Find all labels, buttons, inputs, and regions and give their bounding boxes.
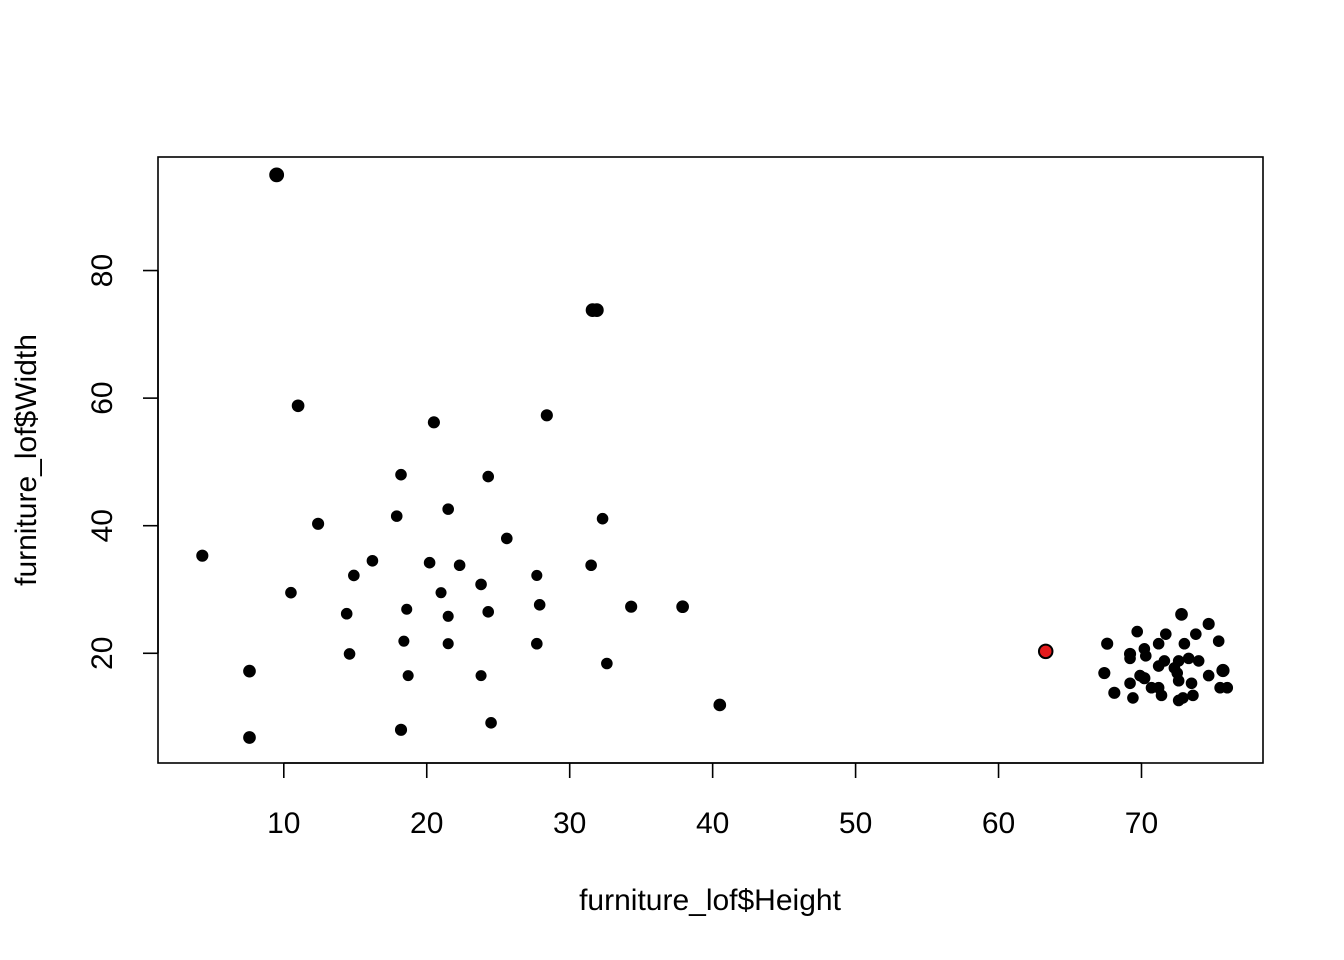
- y-tick-label: 60: [86, 381, 119, 414]
- data-point: [395, 468, 407, 481]
- y-tick-label: 20: [86, 637, 119, 670]
- highlighted-point: [1037, 643, 1054, 660]
- data-point: [442, 638, 454, 650]
- x-tick-label: 30: [553, 807, 586, 840]
- data-point: [585, 559, 597, 572]
- data-point: [1178, 637, 1191, 650]
- data-point: [269, 167, 285, 183]
- data-point: [423, 556, 436, 569]
- data-point: [312, 517, 325, 530]
- data-point: [475, 670, 487, 682]
- data-point: [1172, 674, 1185, 687]
- data-point: [401, 603, 413, 615]
- y-tick-label: 40: [86, 509, 119, 542]
- data-point: [475, 578, 487, 591]
- data-point: [1131, 625, 1144, 638]
- data-point: [1202, 669, 1215, 682]
- x-tick-label: 50: [839, 807, 872, 840]
- data-point: [291, 399, 305, 413]
- data-point: [1108, 686, 1121, 699]
- data-point: [343, 648, 356, 660]
- data-point: [589, 303, 604, 317]
- data-point: [390, 510, 403, 522]
- data-point: [1175, 608, 1188, 621]
- data-point: [1159, 628, 1172, 640]
- data-point: [531, 637, 543, 650]
- data-point: [1192, 655, 1205, 667]
- x-axis-label: furniture_lof$Height: [579, 884, 841, 917]
- data-point: [1221, 681, 1234, 694]
- y-axis-label: furniture_lof$Width: [10, 334, 43, 586]
- x-axis: 10 20 30 40 50 60 70: [267, 762, 1158, 840]
- data-point: [482, 470, 495, 483]
- data-point: [1152, 660, 1165, 672]
- x-tick-label: 40: [696, 807, 729, 840]
- data-point: [442, 503, 454, 515]
- x-tick-label: 60: [982, 807, 1015, 840]
- data-point: [285, 586, 297, 599]
- data-point: [601, 657, 613, 670]
- data-point: [442, 610, 454, 622]
- data-point: [366, 554, 379, 567]
- data-point: [394, 723, 408, 736]
- data-point: [1202, 617, 1215, 631]
- data-point: [676, 600, 689, 614]
- data-point: [196, 549, 209, 562]
- data-point: [1216, 663, 1230, 678]
- data-point: [482, 606, 495, 618]
- data-point: [625, 600, 638, 613]
- data-point: [1155, 689, 1168, 702]
- y-tick-label: 80: [86, 254, 119, 287]
- data-point: [435, 587, 447, 599]
- data-point: [1127, 692, 1139, 704]
- data-point: [533, 599, 546, 611]
- x-tick-label: 70: [1125, 807, 1158, 840]
- data-point: [1187, 689, 1199, 702]
- data-point: [531, 569, 543, 581]
- data-point: [1138, 672, 1151, 685]
- data-point: [1212, 635, 1225, 647]
- data-point: [243, 731, 256, 744]
- data-point: [402, 670, 414, 682]
- data-point: [1098, 666, 1111, 680]
- data-point: [348, 569, 360, 582]
- data-point: [1190, 628, 1202, 640]
- data-point: [1124, 677, 1136, 690]
- data-point: [596, 512, 609, 525]
- data-point: [1177, 692, 1189, 704]
- data-point: [1185, 677, 1198, 690]
- data-point: [1101, 637, 1114, 650]
- data-point: [1124, 652, 1136, 665]
- data-point: [427, 416, 440, 429]
- data-point: [540, 409, 553, 422]
- data-point: [1182, 652, 1195, 665]
- data-point: [713, 698, 727, 712]
- data-point: [243, 664, 256, 678]
- data-point: [500, 532, 513, 545]
- x-tick-label: 20: [410, 807, 443, 840]
- data-point: [1152, 637, 1165, 650]
- data-point: [485, 717, 497, 729]
- data-points: [196, 167, 1234, 744]
- data-point: [398, 635, 410, 647]
- data-point: [1139, 650, 1152, 662]
- x-tick-label: 10: [267, 807, 300, 840]
- y-axis: 20 40 60 80: [86, 254, 159, 670]
- data-point: [340, 607, 353, 620]
- data-point: [453, 559, 466, 572]
